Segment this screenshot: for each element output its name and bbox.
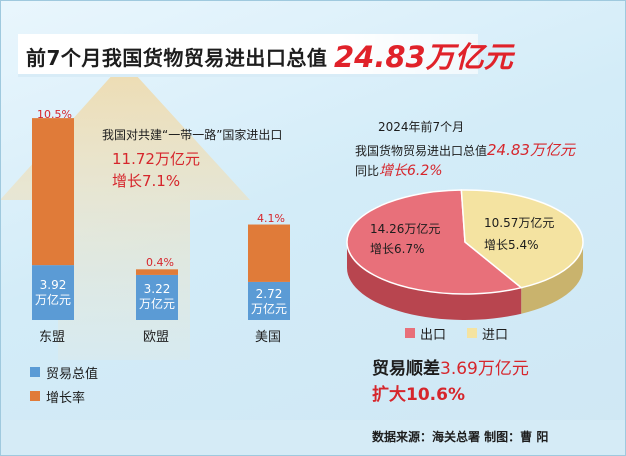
pie-chart bbox=[346, 189, 584, 320]
legend-label-export: 出口 bbox=[420, 328, 447, 343]
bar-growth-label: 0.4% bbox=[146, 256, 174, 269]
bar-growth bbox=[32, 118, 74, 266]
belt-road-label: 我国对共建“一带一路”国家进出口 bbox=[102, 128, 283, 142]
pie-slice-growth-export: 增长6.7% bbox=[370, 242, 425, 256]
bar-value-number: 3.22 bbox=[143, 282, 171, 296]
surplus-line: 贸易顺差3.69万亿元 bbox=[372, 354, 529, 379]
pie-info-line2-label: 同比 bbox=[355, 164, 380, 178]
pie-info-line1-label: 我国货物贸易进出口总值 bbox=[355, 144, 488, 158]
surplus-label: 贸易顺差 bbox=[372, 359, 440, 379]
bar-value-number: 2.72 bbox=[255, 287, 283, 301]
pie-slice-growth-import: 增长5.4% bbox=[484, 238, 539, 252]
pie-side-export bbox=[347, 242, 522, 320]
bar-value-label: 3.92 万亿元 bbox=[34, 278, 72, 308]
source-credit: 数据来源：海关总署 制图：曹 阳 bbox=[372, 430, 549, 444]
bar-value-unit: 万亿元 bbox=[34, 293, 71, 307]
pie-slice-label-import: 10.57万亿元 bbox=[484, 216, 555, 230]
bar-value-number: 3.92 bbox=[39, 278, 67, 292]
bar-value-unit: 万亿元 bbox=[138, 297, 175, 311]
bar-value-unit: 万亿元 bbox=[250, 302, 287, 316]
legend-label-import: 进口 bbox=[482, 328, 509, 343]
surplus-value: 3.69万亿元 bbox=[440, 359, 529, 379]
bar-growth-label: 10.5% bbox=[37, 108, 72, 121]
legend-swatch-trade bbox=[30, 367, 40, 377]
bar-growth bbox=[136, 269, 178, 275]
bar-trade bbox=[32, 265, 74, 320]
legend-swatch-export bbox=[405, 328, 415, 338]
legend-swatch-growth bbox=[30, 391, 40, 401]
belt-road-value: 11.72万亿元 bbox=[112, 150, 200, 168]
title-bar bbox=[18, 34, 478, 77]
bar-trade bbox=[136, 274, 178, 320]
bar-category-label: 东盟 bbox=[39, 330, 66, 345]
pie-slice-import bbox=[460, 189, 584, 289]
pie-info-line1: 我国货物贸易进出口总值24.83万亿元 bbox=[355, 139, 575, 160]
source-bar bbox=[0, 420, 626, 456]
belt-road-growth: 增长7.1% bbox=[112, 172, 181, 190]
title-value: 24.83万亿元 bbox=[334, 40, 513, 74]
legend-label-growth: 增长率 bbox=[46, 391, 86, 406]
bar-category-label: 美国 bbox=[255, 330, 282, 345]
legend-swatch-import bbox=[467, 328, 477, 338]
pie-info-line2: 同比增长6.2% bbox=[355, 160, 443, 180]
pie-slice-label-export: 14.26万亿元 bbox=[370, 222, 441, 236]
bar-trade bbox=[248, 281, 290, 320]
bar-value-label: 3.22 万亿元 bbox=[138, 282, 176, 312]
bar-growth bbox=[248, 224, 290, 282]
bar-chart bbox=[32, 118, 290, 320]
pie-slice-export bbox=[346, 189, 523, 295]
pie-info-line1-value: 24.83万亿元 bbox=[487, 141, 575, 159]
pie-info-line2-value: 增长6.2% bbox=[379, 163, 443, 179]
page-title: 前7个月我国货物贸易进出口总值 bbox=[26, 46, 328, 70]
bar-value-label: 2.72 万亿元 bbox=[250, 287, 288, 317]
bar-growth-label: 4.1% bbox=[257, 212, 285, 225]
surplus-growth: 扩大10.6% bbox=[372, 385, 465, 405]
legend-label-trade: 贸易总值 bbox=[46, 367, 99, 382]
bar-category-label: 欧盟 bbox=[143, 330, 170, 345]
pie-period: 2024年前7个月 bbox=[378, 120, 465, 134]
